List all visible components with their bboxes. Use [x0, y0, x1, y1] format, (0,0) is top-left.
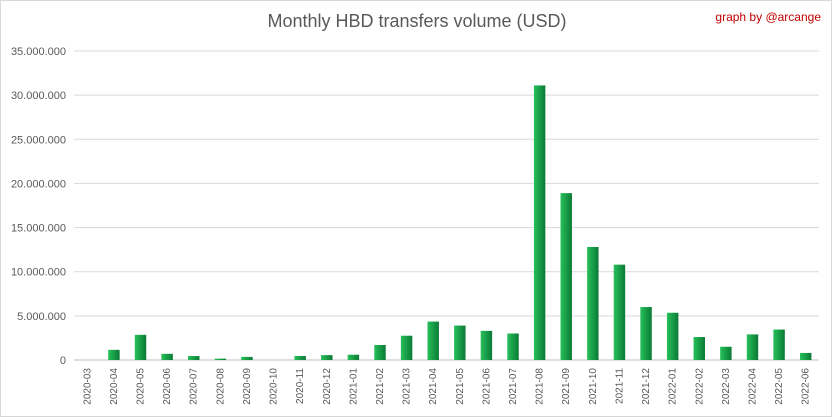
bar-2020-12 [321, 355, 333, 360]
x-axis: 2020-03 2020-04 2020-05 2020-06 2020-07 2020-… [82, 368, 811, 405]
x-tick-label: 2021-01 [348, 368, 359, 405]
bar-2020-07 [188, 356, 200, 360]
x-tick-label: 2021-10 [588, 368, 599, 405]
y-tick-label: 5.000.000 [17, 311, 66, 323]
x-tick-label: 2020-12 [322, 368, 333, 405]
bar-2020-09 [241, 356, 253, 360]
x-tick-label: 2021-11 [614, 368, 625, 404]
chart-title: Monthly HBD transfers volume (USD) [267, 11, 567, 31]
bar-2021-05 [454, 325, 466, 360]
x-tick-label: 2021-12 [641, 368, 652, 405]
bar-2022-03 [720, 346, 732, 360]
bar-2021-02 [374, 344, 386, 360]
x-tick-label: 2021-03 [402, 368, 413, 405]
bar-2022-06 [799, 352, 812, 360]
bar-2021-04 [427, 321, 439, 360]
x-tick-label: 2020-10 [269, 368, 280, 405]
y-tick-label: 30.000.000 [11, 90, 66, 102]
x-tick-label: 2022-02 [694, 368, 705, 405]
bar-2022-05 [773, 329, 785, 360]
bar-2020-11 [294, 356, 306, 360]
y-axis: 0 5.000.000 10.000.000 15.000.000 20.000.000… [11, 46, 66, 367]
x-tick-label: 2020-11 [295, 368, 306, 404]
bar-2020-06 [161, 353, 173, 360]
x-tick-label: 2021-05 [455, 368, 466, 405]
x-tick-label: 2021-07 [508, 368, 519, 405]
bars [108, 85, 812, 360]
bar-2021-09 [560, 193, 572, 360]
x-tick-label: 2022-04 [747, 368, 758, 405]
x-tick-label: 2020-03 [82, 368, 93, 405]
y-tick-label: 10.000.000 [11, 267, 66, 279]
bar-2022-01 [666, 312, 679, 360]
bar-2022-04 [746, 334, 759, 360]
bar-2021-07 [507, 333, 519, 360]
x-tick-label: 2021-02 [375, 368, 386, 405]
x-tick-label: 2022-05 [774, 368, 785, 405]
bar-2021-10 [587, 246, 599, 360]
y-tick-label: 20.000.000 [11, 178, 66, 190]
x-tick-label: 2022-06 [801, 368, 812, 405]
x-tick-label: 2020-04 [109, 368, 120, 405]
y-tick-label: 25.000.000 [11, 134, 66, 146]
bar-2021-03 [400, 335, 413, 360]
x-tick-label: 2020-07 [189, 368, 200, 405]
chart-credit: graph by @arcange [715, 10, 821, 24]
bar-2020-08 [214, 358, 227, 360]
x-tick-label: 2021-06 [481, 368, 492, 405]
bar-2020-04 [108, 349, 120, 360]
x-tick-label: 2020-05 [136, 368, 147, 405]
x-tick-label: 2022-01 [668, 368, 679, 405]
y-tick-label: 0 [60, 355, 66, 367]
x-tick-label: 2021-09 [561, 368, 572, 405]
x-tick-label: 2020-08 [215, 368, 226, 405]
x-tick-label: 2021-08 [535, 368, 546, 405]
bar-2021-01 [347, 354, 360, 360]
grid-lines [74, 50, 819, 361]
x-tick-label: 2020-09 [242, 368, 253, 405]
x-tick-label: 2022-03 [721, 368, 732, 405]
x-tick-label: 2021-04 [428, 368, 439, 405]
bar-2021-08 [533, 85, 546, 360]
bar-2020-05 [134, 334, 147, 360]
y-tick-label: 15.000.000 [11, 223, 66, 235]
x-tick-label: 2020-06 [162, 368, 173, 405]
bar-2021-11 [613, 264, 626, 360]
bar-2022-02 [693, 337, 705, 360]
bar-2021-12 [640, 307, 652, 360]
bar-2021-06 [480, 330, 493, 360]
y-tick-label: 35.000.000 [11, 46, 66, 58]
